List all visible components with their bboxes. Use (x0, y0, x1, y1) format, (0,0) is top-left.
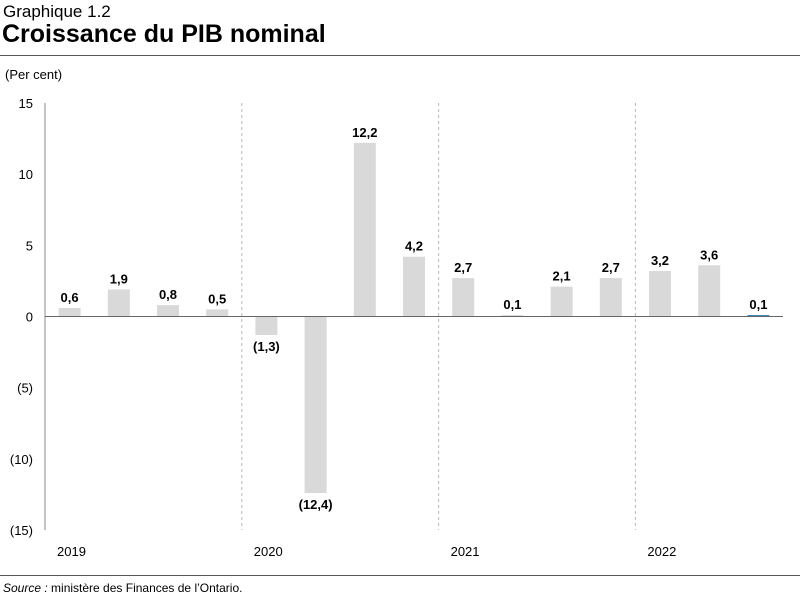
y-tick-label: (5) (17, 381, 33, 396)
bar (255, 316, 278, 336)
data-label: 0,5 (208, 291, 226, 306)
data-label: (1,3) (253, 339, 280, 354)
bar (698, 265, 721, 317)
y-tick-label: 5 (26, 238, 33, 253)
bar-chart: 15 10 5 0 (5) (10) (15) 0,6 1,9 0,8 0,5 (1,3) (12,4)… (10, 96, 783, 559)
data-label: 0,1 (749, 297, 767, 312)
data-label: 2,7 (602, 260, 620, 275)
y-axis-unit-label: (Per cent) (5, 67, 63, 82)
x-year-label: 2022 (647, 544, 676, 559)
bottom-divider (0, 575, 800, 576)
data-label: 3,2 (651, 253, 669, 268)
data-label: 2,7 (454, 260, 472, 275)
x-year-label: 2021 (451, 544, 480, 559)
bar (550, 286, 573, 317)
chart-title: Croissance du PIB nominal (2, 20, 326, 48)
source-prefix: Source : (3, 581, 48, 595)
bar (599, 278, 622, 317)
y-tick-label: 0 (26, 310, 33, 325)
source-text: ministère des Finances de l’Ontario. (47, 581, 243, 595)
y-tick-label: 15 (19, 96, 33, 111)
chart-label: Graphique 1.2 (3, 2, 111, 21)
data-label: 3,6 (700, 247, 718, 262)
data-label: 4,2 (405, 239, 423, 254)
source-note: Source : ministère des Finances de l’Ont… (3, 581, 242, 595)
bar (501, 315, 524, 317)
top-divider (0, 55, 800, 56)
bar (452, 278, 475, 317)
data-label: 0,1 (503, 297, 521, 312)
data-label: 2,1 (553, 269, 571, 284)
bar (107, 289, 130, 317)
bar (353, 142, 376, 317)
bar (304, 316, 327, 493)
y-tick-label: 10 (19, 167, 33, 182)
bar (747, 315, 770, 317)
data-label: 0,8 (159, 287, 177, 302)
bar (157, 305, 179, 317)
bar (58, 307, 81, 317)
bar (206, 309, 229, 317)
bar (649, 270, 671, 317)
data-label: 12,2 (352, 125, 377, 140)
y-tick-label: (10) (10, 452, 33, 467)
data-label: 0,6 (61, 290, 79, 305)
x-year-label: 2019 (57, 544, 86, 559)
x-year-label: 2020 (254, 544, 283, 559)
data-label: (12,4) (299, 497, 333, 512)
y-tick-label: (15) (10, 523, 33, 538)
data-label: 1,9 (110, 271, 128, 286)
bar (403, 256, 425, 317)
